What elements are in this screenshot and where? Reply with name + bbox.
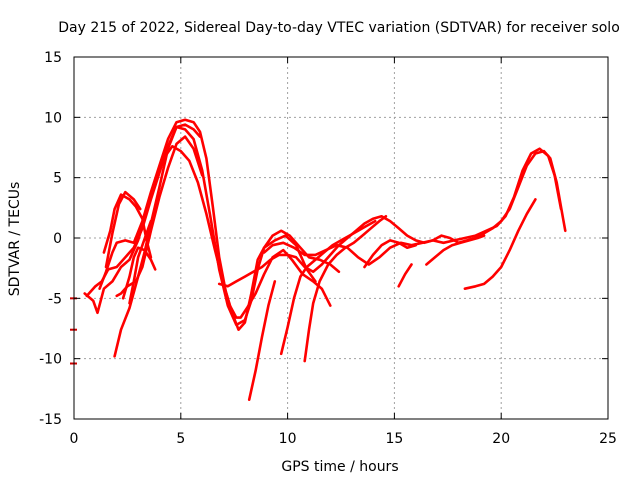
y-tick-label: 5 (53, 171, 62, 187)
grid-lines (74, 57, 608, 419)
series-sat-l (303, 215, 388, 363)
x-axis-label: GPS time / hours (281, 459, 398, 475)
x-tick-labels: 0 5 10 15 20 25 (70, 431, 617, 447)
x-tick-label: 20 (492, 431, 510, 447)
x-tick-label: 15 (385, 431, 403, 447)
series-sat-q (425, 234, 486, 266)
series-sat-c (98, 118, 317, 331)
y-tick-label: 10 (44, 110, 62, 126)
y-tick-label: 15 (44, 50, 62, 66)
chart-title: Day 215 of 2022, Sidereal Day-to-day VTE… (58, 20, 620, 36)
series-sat-o (363, 239, 418, 269)
series-sat-r (463, 198, 537, 290)
series-sat-e (113, 123, 202, 358)
y-tick-label: -15 (39, 412, 62, 428)
series-sat-m (247, 280, 277, 401)
series-sat-g (104, 190, 142, 269)
y-tick-labels: -15 -10 -5 0 5 10 15 (39, 50, 62, 428)
series-sat-n (279, 219, 377, 356)
x-tick-label: 0 (70, 431, 79, 447)
series-sat-f (102, 193, 153, 259)
series-sat-i (128, 219, 153, 305)
series-sat-b (85, 125, 341, 327)
y-tick-label: -5 (48, 291, 62, 307)
y-axis-label: SDTVAR / TECUs (7, 182, 23, 297)
series-sat-k (262, 147, 563, 266)
y-tick-label: 0 (53, 231, 62, 247)
x-tick-label: 25 (599, 431, 617, 447)
series-sat-p (397, 263, 413, 288)
axis-ticks (73, 56, 609, 420)
x-tick-label: 10 (279, 431, 297, 447)
series-sat-h (121, 246, 157, 300)
series-sat-j (217, 149, 567, 288)
y-tick-label: -10 (39, 352, 62, 368)
series-sat-a (83, 145, 332, 319)
data-series (83, 118, 567, 401)
x-tick-label: 5 (176, 431, 185, 447)
